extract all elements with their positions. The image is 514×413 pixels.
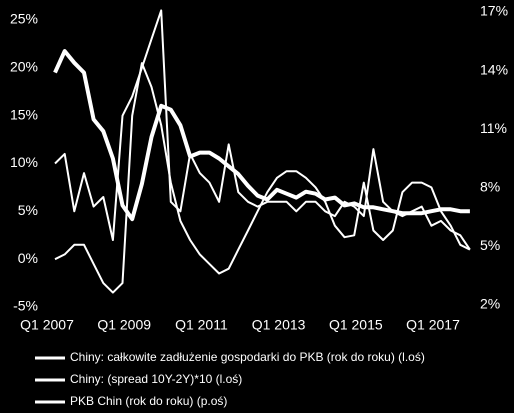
- y2-tick-label: 17%: [480, 3, 508, 19]
- y-tick-label: 15%: [10, 106, 38, 122]
- y2-tick-label: 8%: [480, 179, 500, 195]
- y2-tick-label: 14%: [480, 61, 508, 77]
- x-tick-label: Q1 2007: [20, 317, 74, 333]
- series-line: [54, 9, 471, 251]
- series-line: [53, 49, 470, 222]
- x-tick-label: Q1 2013: [252, 317, 306, 333]
- y2-tick-label: 5%: [480, 237, 500, 253]
- x-tick-label: Q1 2009: [97, 317, 151, 333]
- y2-tick-label: 11%: [480, 120, 507, 136]
- legend-label: Chiny: (spread 10Y-2Y)*10 (l.oś): [70, 372, 242, 386]
- y-tick-label: -5%: [13, 298, 38, 314]
- x-tick-label: Q1 2011: [175, 317, 228, 333]
- series-line: [54, 62, 471, 294]
- x-tick-label: Q1 2015: [329, 317, 383, 333]
- legend-label: Chiny: całkowite zadłużenie gospodarki d…: [70, 350, 425, 364]
- y-tick-label: 5%: [18, 202, 38, 218]
- legend-label: PKB Chin (rok do roku) (p.oś): [70, 394, 227, 408]
- y-tick-label: 25%: [10, 11, 38, 27]
- y-tick-label: 20%: [10, 59, 38, 75]
- y-tick-label: 10%: [10, 154, 38, 170]
- y2-tick-label: 2%: [480, 296, 500, 312]
- x-tick-label: Q1 2017: [406, 317, 460, 333]
- y-tick-label: 0%: [18, 250, 38, 266]
